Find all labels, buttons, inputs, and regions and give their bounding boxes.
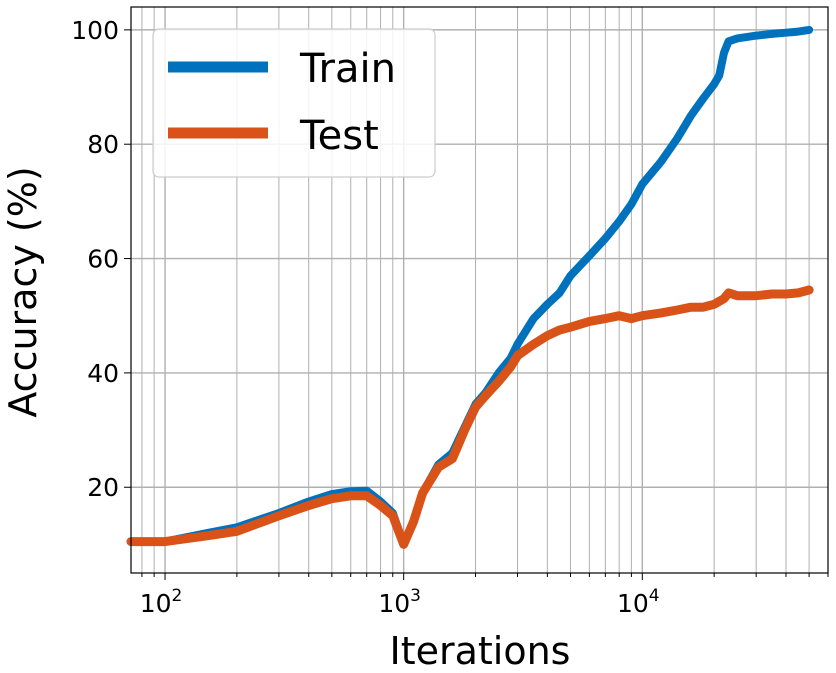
legend-label-test: Test — [299, 113, 379, 159]
y-tick-labels: 20 40 60 80 100 — [71, 16, 119, 502]
series-lines — [126, 25, 814, 549]
y-axis-title: Accuracy (%) — [1, 166, 45, 417]
x-tick-label: 103 — [378, 586, 421, 618]
y-tick-label: 60 — [87, 245, 119, 274]
x-tick-labels: 102 103 104 — [140, 586, 660, 618]
y-tick-label: 20 — [87, 473, 119, 502]
y-tick-label: 100 — [71, 16, 119, 45]
axis-ticks — [124, 29, 829, 580]
series-line-test — [126, 285, 814, 549]
x-tick-label: 102 — [140, 586, 183, 618]
legend: Train Test — [152, 28, 436, 178]
x-tick-label: 104 — [617, 586, 660, 618]
y-tick-label: 40 — [87, 359, 119, 388]
series-line-train — [127, 25, 814, 549]
legend-label-train: Train — [299, 46, 396, 92]
x-axis-title: Iterations — [390, 629, 571, 673]
y-tick-label: 80 — [87, 130, 119, 159]
plot-frame — [130, 6, 829, 574]
